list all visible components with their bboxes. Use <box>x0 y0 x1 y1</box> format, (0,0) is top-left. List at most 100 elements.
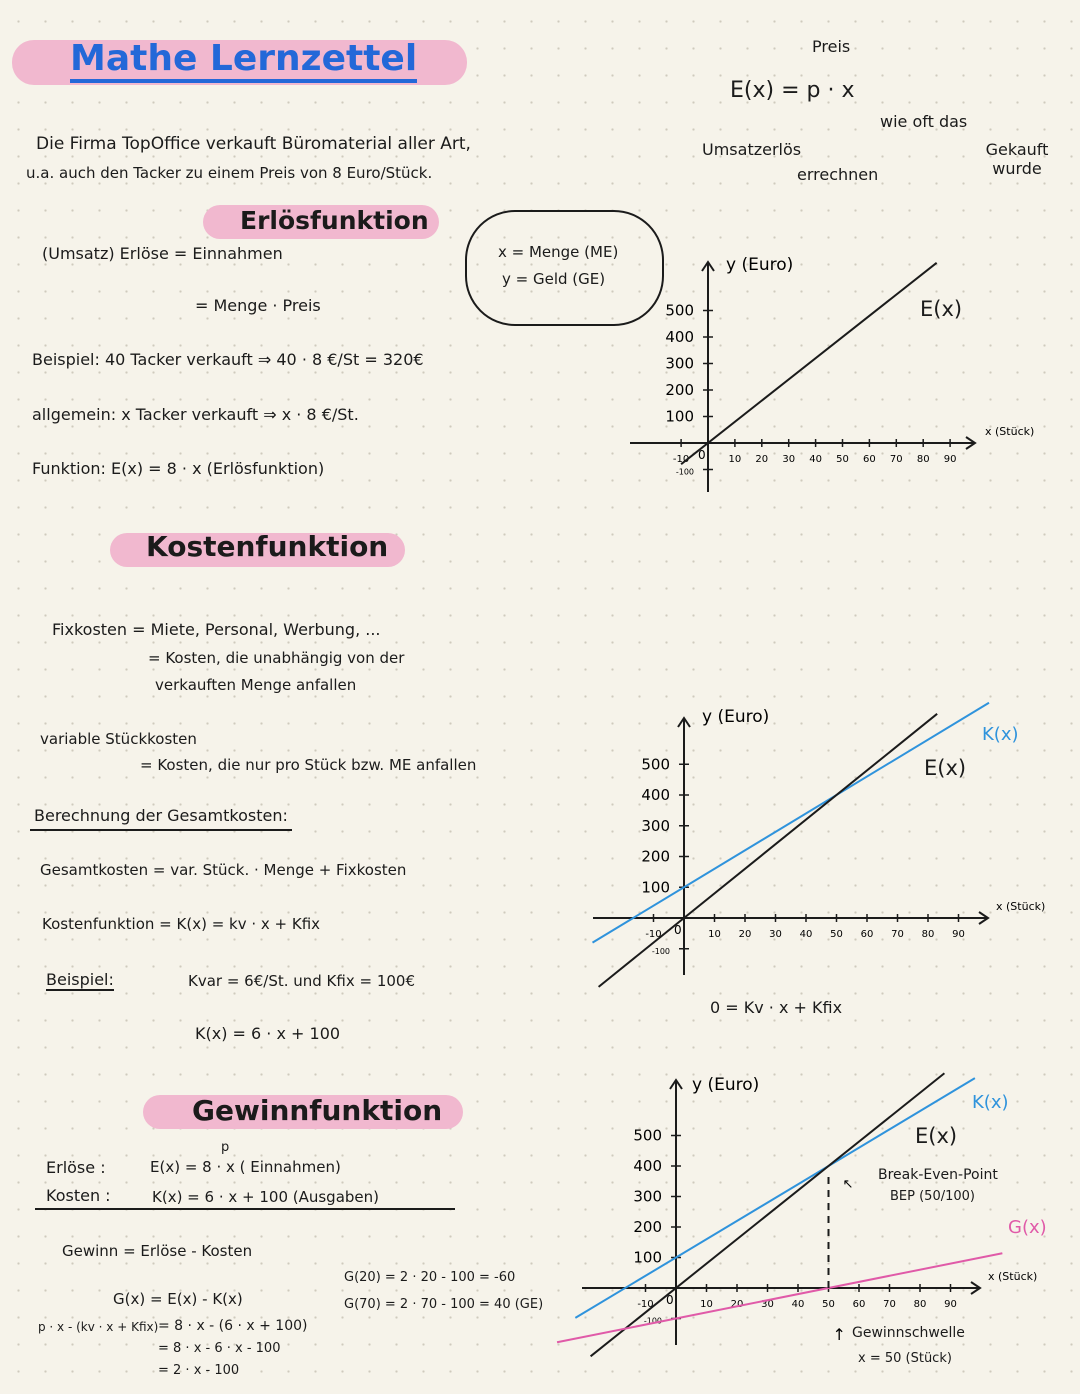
text: G(x) = E(x) - K(x) <box>113 1290 243 1308</box>
x-tick-label: -10 <box>673 454 689 465</box>
y-axis-arrow-icon <box>669 1078 683 1090</box>
x-axis-label: x (Stück) <box>988 1270 1037 1283</box>
x-tick-label: 90 <box>952 929 965 940</box>
x-tick-label: 20 <box>731 1299 744 1310</box>
text: p · x - (kv · x + Kfix) <box>38 1320 159 1334</box>
x-tick-label: 80 <box>914 1299 927 1310</box>
text: (Umsatz) Erlöse = Einnahmen <box>42 244 283 263</box>
arrow-icon: ↖ <box>843 1177 854 1192</box>
x-tick-label: 90 <box>944 454 957 465</box>
text: p <box>221 1140 230 1155</box>
series-line-ex <box>680 262 938 465</box>
series-label: K(x) <box>972 1092 1009 1113</box>
x-axis-arrow-icon <box>965 436 977 450</box>
page-title: Mathe Lernzettel <box>70 38 418 83</box>
x-tick-label: 70 <box>890 454 903 465</box>
y-tick-label: -100 <box>644 1317 662 1326</box>
x-tick-label: 30 <box>782 454 795 465</box>
y-tick-label: 400 <box>641 786 670 804</box>
series-line-ex <box>589 1072 946 1358</box>
y-tick-label: 200 <box>665 381 694 399</box>
x-tick-label: 50 <box>830 929 843 940</box>
text: Beispiel: <box>46 970 114 991</box>
text: variable Stückkosten <box>40 730 197 748</box>
y-tick-label: -100 <box>676 468 694 477</box>
heading-highlight <box>110 533 405 567</box>
x-tick-label: 80 <box>917 454 930 465</box>
y-tick-label: 300 <box>641 817 670 835</box>
text: = Menge · Preis <box>195 296 321 315</box>
text: 0 = Kv · x + Kfix <box>710 998 843 1017</box>
x-tick-label: 60 <box>861 929 874 940</box>
text: Gesamtkosten = var. Stück. · Menge + Fix… <box>40 861 407 879</box>
series-line-gx <box>556 1252 1003 1344</box>
x-axis-label: x (Stück) <box>985 425 1034 438</box>
text: = 8 · x - (6 · x + 100) <box>158 1318 308 1334</box>
text: G(20) = 2 · 20 - 100 = -60 <box>344 1270 516 1285</box>
y-axis-arrow-icon <box>677 716 691 728</box>
revenue-formula: E(x) = p · x <box>730 78 855 103</box>
text: Fixkosten = Miete, Personal, Werbung, ..… <box>52 620 381 639</box>
x-tick-label: 30 <box>761 1299 774 1310</box>
series-label: E(x) <box>924 756 966 780</box>
series-label: K(x) <box>982 724 1019 745</box>
note-umsatzerloes: Umsatzerlös <box>702 140 802 159</box>
text: Kvar = 6€/St. und Kfix = 100€ <box>188 972 415 990</box>
x-tick-label: -10 <box>637 1299 653 1310</box>
y-tick-label: 200 <box>633 1218 662 1236</box>
x-tick-label: 30 <box>769 929 782 940</box>
text: Kostenfunktion = K(x) = kv · x + Kfix <box>42 915 321 933</box>
text: = 2 · x - 100 <box>158 1363 240 1378</box>
series-line-ex <box>597 713 938 988</box>
note-errechnen: errechnen <box>797 165 879 184</box>
x-tick-label: 10 <box>729 454 742 465</box>
text: allgemein: x Tacker verkauft ⇒ x · 8 €/S… <box>32 405 359 424</box>
cloud-note <box>465 210 664 326</box>
label-preis: Preis <box>812 37 851 56</box>
divider <box>35 1208 455 1210</box>
note-gekauft: Gekauft wurde <box>985 140 1049 178</box>
y-tick-label: 100 <box>665 408 694 426</box>
y-tick-label: 500 <box>641 755 670 773</box>
y-tick-label: 200 <box>641 848 670 866</box>
y-tick-label: -100 <box>652 947 670 956</box>
label-break-even: Break-Even-Point <box>878 1167 998 1183</box>
x-tick-label: -10 <box>645 929 661 940</box>
y-tick-label: 400 <box>665 328 694 346</box>
x-tick-label: 60 <box>863 454 876 465</box>
series-label: E(x) <box>920 297 962 321</box>
origin-label: 0 <box>674 923 682 937</box>
text: K(x) = 6 · x + 100 <box>195 1024 341 1043</box>
series-line-kx <box>591 701 990 944</box>
arrow-up-icon: ↑ <box>833 1325 846 1344</box>
y-axis-label: y (Euro) <box>692 1075 759 1095</box>
x-tick-label: 80 <box>922 929 935 940</box>
x-tick-label: 60 <box>853 1299 866 1310</box>
heading-gewinnfunktion: Gewinnfunktion <box>192 1094 443 1127</box>
x-tick-label: 50 <box>822 1299 835 1310</box>
x-tick-label: 70 <box>883 1299 896 1310</box>
y-tick-label: 300 <box>665 355 694 373</box>
label-bep: BEP (50/100) <box>890 1189 975 1204</box>
x-tick-label: 40 <box>809 454 822 465</box>
x-tick-label: 20 <box>755 454 768 465</box>
text: Berechnung der Gesamtkosten: <box>30 806 292 831</box>
series-label: E(x) <box>915 1124 957 1148</box>
series-label: G(x) <box>1008 1217 1047 1238</box>
text: K(x) = 6 · x + 100 (Ausgaben) <box>152 1188 380 1206</box>
title-highlight <box>12 40 467 85</box>
text: Kosten : <box>46 1186 111 1205</box>
x-axis-arrow-icon <box>978 911 990 925</box>
origin-label: 0 <box>698 448 706 462</box>
x-tick-label: 20 <box>739 929 752 940</box>
y-axis-label: y (Euro) <box>726 255 793 275</box>
label-x50: x = 50 (Stück) <box>858 1351 952 1366</box>
intro-line-2: u.a. auch den Tacker zu einem Preis von … <box>26 164 433 182</box>
text: = Kosten, die unabhängig von der <box>148 649 405 667</box>
heading-highlight <box>203 205 439 239</box>
y-tick-label: 500 <box>633 1127 662 1145</box>
y-tick-label: 100 <box>633 1249 662 1267</box>
x-tick-label: 90 <box>944 1299 957 1310</box>
